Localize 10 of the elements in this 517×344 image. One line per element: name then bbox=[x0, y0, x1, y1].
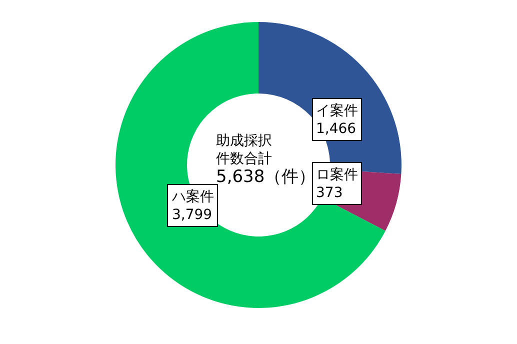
donut-slice bbox=[116, 22, 386, 308]
data-label: 1,466 bbox=[316, 121, 356, 138]
slice-label: ロ案件 bbox=[316, 166, 358, 183]
text: 5,638（件） bbox=[216, 167, 316, 187]
slice-label: ハ案件 bbox=[171, 188, 214, 205]
text: 件数合計 bbox=[216, 151, 272, 167]
data-label: 3,799 bbox=[172, 207, 212, 224]
data-label: 373 bbox=[316, 185, 343, 202]
slice-label: イ案件 bbox=[316, 102, 358, 119]
text: 助成採択 bbox=[216, 133, 272, 149]
